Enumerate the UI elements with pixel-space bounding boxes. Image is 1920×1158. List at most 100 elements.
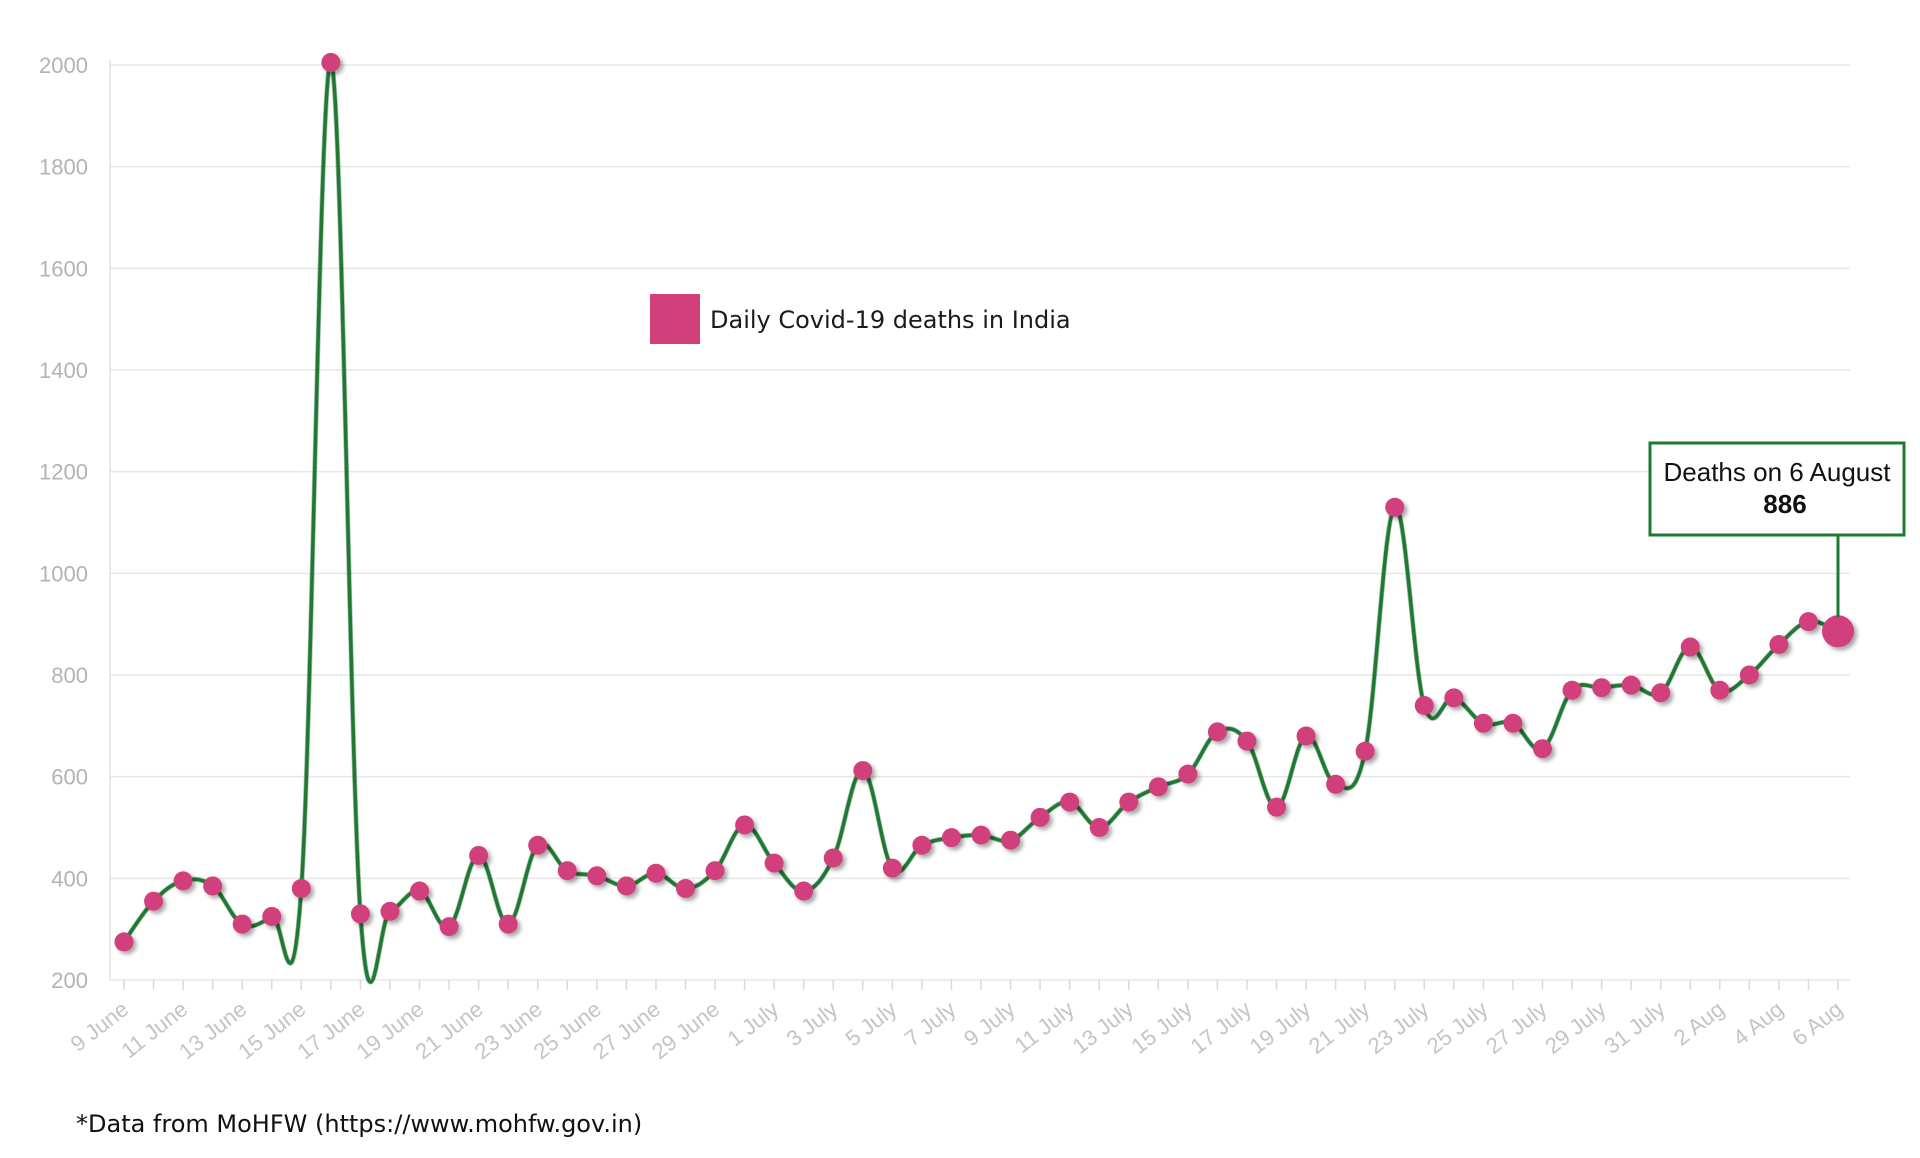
x-tick-label: 21 July (1304, 996, 1374, 1059)
data-point (1326, 774, 1346, 794)
x-tick-label: 27 July (1481, 996, 1551, 1059)
data-point (1385, 497, 1405, 517)
data-point (498, 914, 518, 934)
x-tick-label: 31 July (1599, 996, 1669, 1059)
callout-box (1648, 441, 1906, 537)
x-tick-label: 29 June (647, 996, 724, 1064)
data-point (144, 891, 164, 911)
y-tick-label: 200 (51, 968, 88, 993)
data-point (705, 861, 725, 881)
data-point (823, 848, 843, 868)
y-tick-label: 1600 (39, 256, 88, 281)
data-point (469, 845, 489, 865)
data-point (1060, 792, 1080, 812)
gridlines (110, 64, 1850, 981)
data-point (232, 914, 252, 934)
data-point (1267, 797, 1287, 817)
data-point (410, 881, 430, 901)
x-tick-label: 1 July (723, 996, 784, 1051)
x-tick-label: 29 July (1540, 996, 1610, 1059)
data-point (794, 881, 814, 901)
x-tick-label: 11 July (1010, 996, 1079, 1058)
data-point (439, 917, 459, 937)
data-point (1001, 830, 1021, 850)
data-point (203, 876, 223, 896)
data-point (557, 861, 577, 881)
legend: Daily Covid-19 deaths in India (650, 294, 1071, 344)
x-tick-label: 3 July (782, 996, 843, 1051)
x-tick-label: 7 July (900, 996, 961, 1051)
data-point (1592, 678, 1612, 698)
data-point (114, 932, 134, 952)
data-point (380, 901, 400, 921)
data-point (1621, 675, 1641, 695)
x-tick-label: 19 July (1245, 996, 1315, 1059)
data-point (321, 52, 341, 72)
data-point (853, 761, 873, 781)
x-tick-label: 17 July (1186, 996, 1256, 1059)
legend-swatch (650, 294, 700, 344)
highlight-point (1822, 615, 1854, 648)
y-tick-label: 800 (51, 663, 88, 688)
data-point (1089, 818, 1109, 837)
data-point (1503, 713, 1523, 733)
data-point (1532, 739, 1552, 759)
y-tick-label: 2000 (39, 53, 88, 78)
y-tick-label: 400 (51, 866, 88, 891)
data-point (1444, 688, 1464, 708)
data-point (587, 866, 607, 886)
y-tick-label: 1400 (39, 358, 88, 383)
series-daily-deaths (114, 52, 1854, 985)
data-point (1562, 680, 1582, 700)
data-point (912, 835, 932, 855)
x-tick-label: 9 July (959, 996, 1020, 1051)
data-point (1473, 713, 1493, 733)
data-point (1178, 764, 1198, 784)
data-point (1296, 726, 1316, 746)
data-point (646, 863, 666, 883)
source-footnote: *Data from MoHFW (https://www.mohfw.gov.… (76, 1110, 643, 1138)
data-point (1651, 683, 1671, 703)
data-point (262, 906, 282, 926)
data-point (291, 879, 311, 898)
x-tick-label: 25 July (1422, 996, 1492, 1059)
x-tick-label: 15 July (1127, 996, 1197, 1059)
x-tick-label: 5 July (841, 996, 902, 1051)
data-point (1798, 612, 1818, 632)
x-tick-label: 4 Aug (1728, 996, 1788, 1050)
data-point (1030, 807, 1050, 827)
y-tick-label: 600 (51, 765, 88, 790)
callout-value: 886 (1763, 489, 1806, 519)
data-point (1237, 731, 1257, 751)
data-point (528, 835, 548, 855)
data-point (675, 879, 695, 898)
x-tick-label: 13 July (1068, 996, 1138, 1059)
annotation-callout: Deaths on 6 August 886 (1648, 441, 1906, 618)
legend-label: Daily Covid-19 deaths in India (710, 306, 1071, 334)
data-point (1148, 777, 1168, 797)
data-point (764, 853, 784, 873)
data-point (1680, 637, 1700, 657)
x-tick-label: 23 July (1363, 996, 1433, 1059)
data-point (616, 876, 636, 896)
data-point (882, 858, 902, 878)
data-point (1207, 722, 1227, 742)
data-point (173, 871, 193, 891)
y-tick-label: 1000 (39, 561, 88, 586)
y-tick-label: 1800 (39, 155, 88, 180)
data-point (941, 828, 961, 848)
x-tick-label: 6 Aug (1787, 996, 1847, 1050)
data-point (350, 904, 370, 924)
data-point (1739, 665, 1759, 685)
data-point (971, 825, 991, 845)
x-tick-label: 2 Aug (1669, 996, 1729, 1050)
data-point (1769, 635, 1789, 654)
callout-title: Deaths on 6 August (1664, 457, 1892, 487)
data-point (1119, 792, 1139, 812)
data-point (735, 815, 755, 835)
data-point (1710, 680, 1730, 700)
y-tick-label: 1200 (39, 460, 88, 485)
data-point (1414, 696, 1434, 715)
data-point (1355, 741, 1375, 761)
